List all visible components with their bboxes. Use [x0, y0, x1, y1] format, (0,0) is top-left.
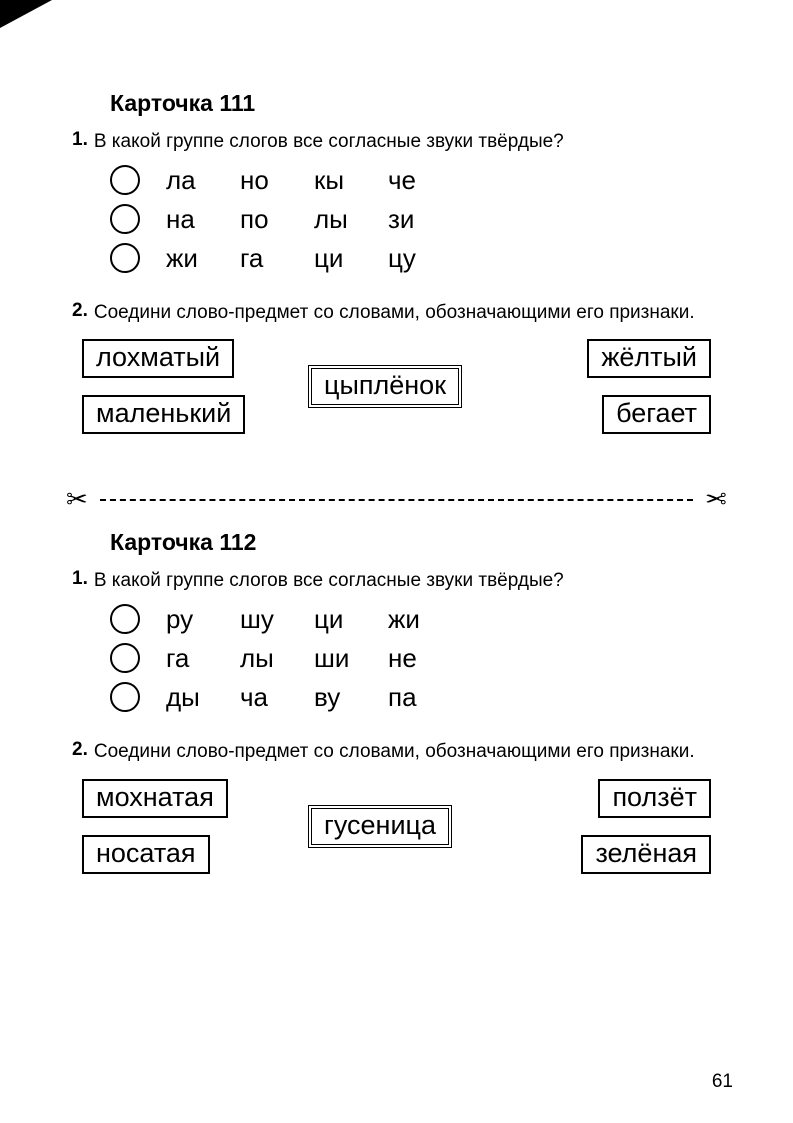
radio-circle[interactable]	[110, 204, 140, 234]
q2-text: Соедини слово-предмет со словами, обозна…	[94, 739, 695, 765]
card1-question2: 2. Соедини слово-предмет со словами, обо…	[72, 300, 733, 326]
scissors-icon: ✂	[705, 484, 727, 515]
word-box-right-bottom[interactable]: зелёная	[581, 835, 711, 874]
syllable: ци	[314, 243, 388, 274]
q1-text: В какой группе слогов все согласные звук…	[94, 568, 564, 594]
card2-title: Карточка 112	[110, 529, 733, 556]
syllable: шу	[240, 604, 314, 635]
syllable: че	[388, 165, 462, 196]
option-row: на по лы зи	[110, 204, 733, 235]
syllable: га	[240, 243, 314, 274]
word-box-left-bottom[interactable]: маленький	[82, 395, 245, 434]
syllable: жи	[388, 604, 462, 635]
worksheet-page: Карточка 111 1. В какой группе слогов вс…	[0, 0, 793, 939]
syllable: па	[388, 682, 462, 713]
q2-text: Соедини слово-предмет со словами, обозна…	[94, 300, 695, 326]
q1-number: 1.	[72, 129, 88, 151]
syllable: ды	[166, 682, 240, 713]
word-box-left-bottom[interactable]: носатая	[82, 835, 210, 874]
q1-number: 1.	[72, 568, 88, 590]
word-box-left-top[interactable]: лохматый	[82, 339, 234, 378]
q2-number: 2.	[72, 300, 88, 322]
syllable: ши	[314, 643, 388, 674]
word-box-right-top[interactable]: ползёт	[598, 779, 711, 818]
syllable: жи	[166, 243, 240, 274]
word-box-left-top[interactable]: мохнатая	[82, 779, 228, 818]
syllable: лы	[240, 643, 314, 674]
word-box-center[interactable]: цыплёнок	[308, 365, 462, 408]
syllable: но	[240, 165, 314, 196]
syllable: ла	[166, 165, 240, 196]
option-row: га лы ши не	[110, 643, 733, 674]
option-row: ла но кы че	[110, 165, 733, 196]
word-box-center[interactable]: гусеница	[308, 805, 452, 848]
syllable: лы	[314, 204, 388, 235]
syllable: цу	[388, 243, 462, 274]
q1-text: В какой группе слогов все согласные звук…	[94, 129, 564, 155]
syllable: га	[166, 643, 240, 674]
option-row: ру шу ци жи	[110, 604, 733, 635]
word-box-right-bottom[interactable]: бегает	[602, 395, 711, 434]
radio-circle[interactable]	[110, 604, 140, 634]
q2-number: 2.	[72, 739, 88, 761]
radio-circle[interactable]	[110, 643, 140, 673]
dashed-line	[100, 499, 693, 501]
syllable: на	[166, 204, 240, 235]
syllable: не	[388, 643, 462, 674]
radio-circle[interactable]	[110, 243, 140, 273]
syllable: ру	[166, 604, 240, 635]
option-row: ды ча ву па	[110, 682, 733, 713]
scissors-icon: ✂	[66, 484, 88, 515]
page-corner-mark	[0, 0, 52, 28]
card1-connect-area: лохматый маленький цыплёнок жёлтый бегае…	[72, 339, 721, 459]
syllable: по	[240, 204, 314, 235]
syllable: ча	[240, 682, 314, 713]
radio-circle[interactable]	[110, 165, 140, 195]
card2-question2: 2. Соедини слово-предмет со словами, обо…	[72, 739, 733, 765]
card1-question1: 1. В какой группе слогов все согласные з…	[72, 129, 733, 155]
card2-question1: 1. В какой группе слогов все согласные з…	[72, 568, 733, 594]
page-number: 61	[712, 1071, 733, 1093]
cut-line: ✂ ✂	[60, 485, 733, 515]
syllable: ци	[314, 604, 388, 635]
syllable: зи	[388, 204, 462, 235]
word-box-right-top[interactable]: жёлтый	[587, 339, 711, 378]
card1-title: Карточка 111	[110, 90, 733, 117]
radio-circle[interactable]	[110, 682, 140, 712]
card2-options: ру шу ци жи га лы ши не ды ча ву па	[110, 604, 733, 713]
card2-connect-area: мохнатая носатая гусеница ползёт зелёная	[72, 779, 721, 899]
syllable: кы	[314, 165, 388, 196]
card1-options: ла но кы че на по лы зи жи га ци цу	[110, 165, 733, 274]
option-row: жи га ци цу	[110, 243, 733, 274]
syllable: ву	[314, 682, 388, 713]
